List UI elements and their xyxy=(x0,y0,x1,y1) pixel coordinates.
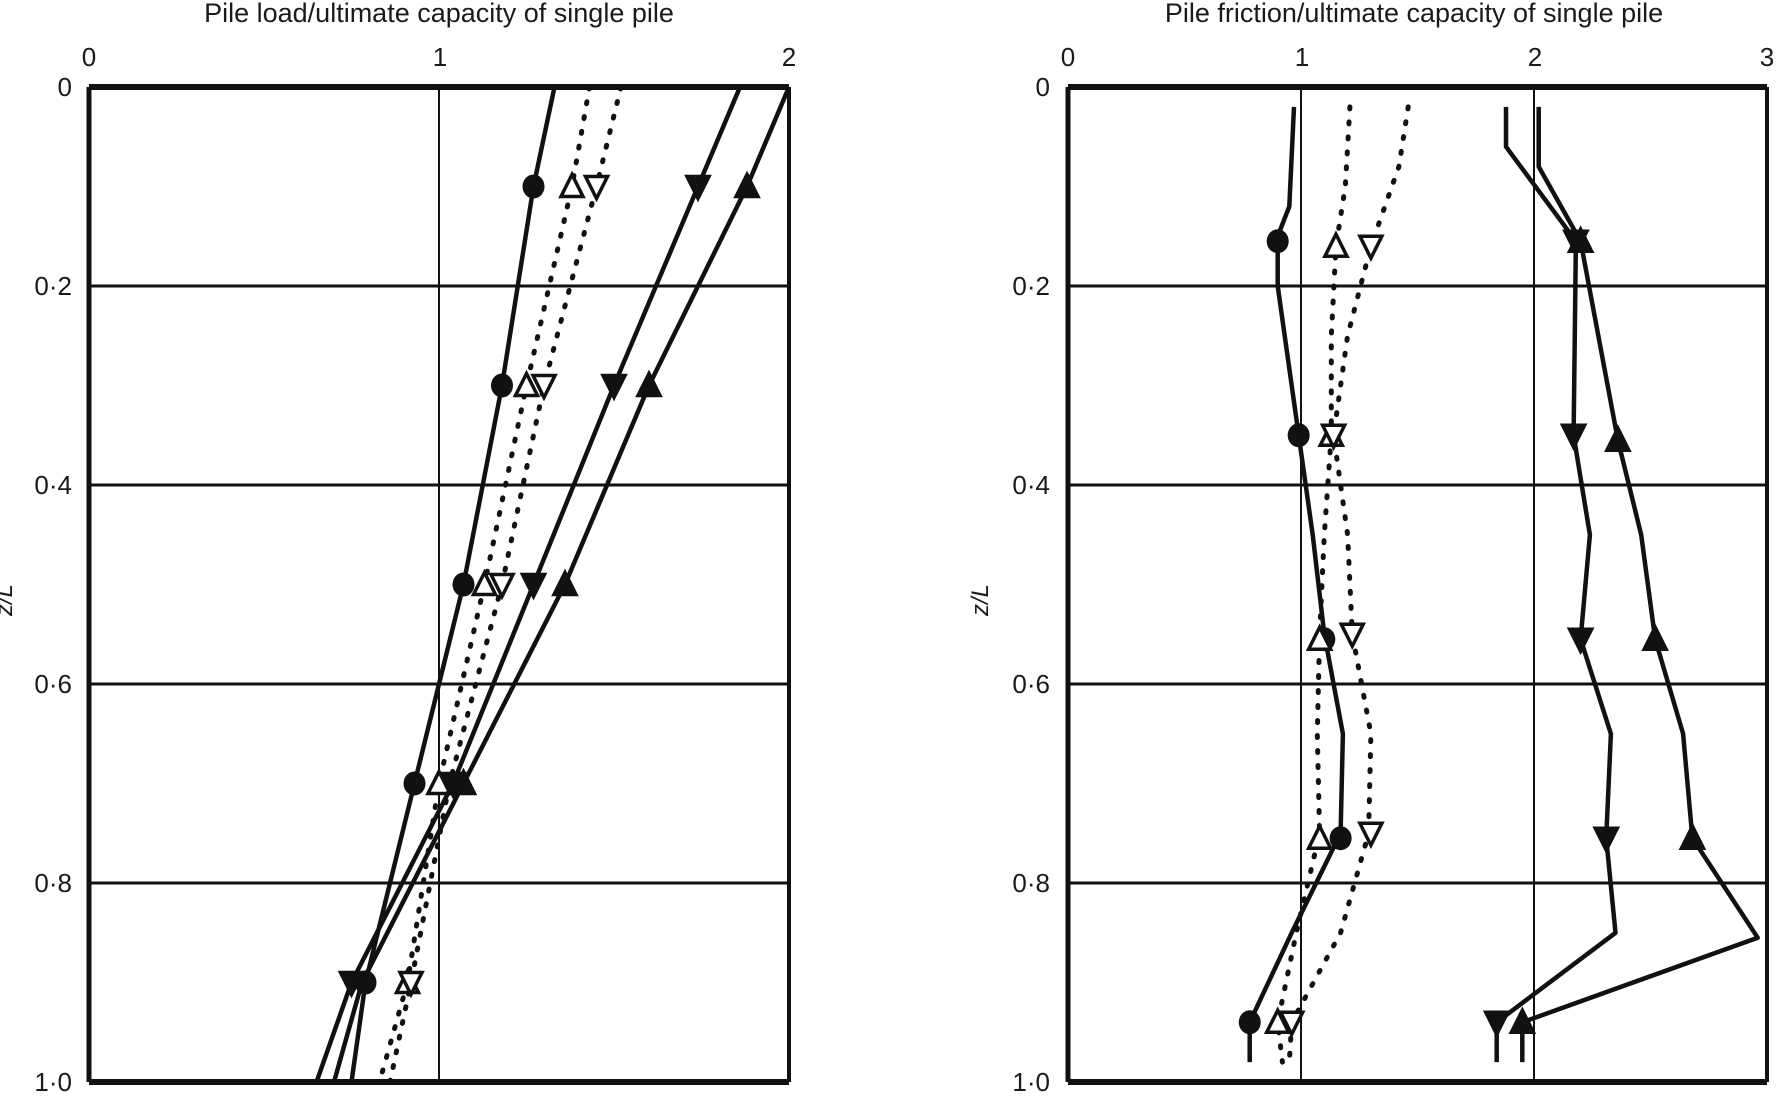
marker-filled-circle xyxy=(1238,1010,1261,1035)
friction-chart-y-axis-label: z/L xyxy=(967,584,994,617)
marker-filled-triangle-down xyxy=(1559,423,1588,452)
x-tick-label: 0 xyxy=(1061,42,1075,72)
y-tick-label: 0·6 xyxy=(34,669,72,699)
y-tick-label: 0·8 xyxy=(34,868,72,898)
marker-filled-triangle-up xyxy=(449,767,478,796)
marker-filled-circle xyxy=(522,174,545,199)
x-tick-label: 0 xyxy=(82,42,96,72)
marker-open-triangle-down xyxy=(582,174,611,203)
load-chart-panel: Pile load/ultimate capacity of single pi… xyxy=(0,0,796,1097)
friction-chart-plot-area xyxy=(1065,84,1769,1085)
marker-filled-triangle-down xyxy=(684,174,712,203)
y-tick-label: 0·2 xyxy=(34,271,72,301)
series-line xyxy=(1494,106,1618,1063)
load-chart-title: Pile load/ultimate capacity of single pi… xyxy=(204,0,674,28)
x-tick-label: 1 xyxy=(433,42,447,72)
marker-filled-triangle-down xyxy=(1592,826,1621,855)
load-chart-x-tick-labels: 0 1 2 xyxy=(82,42,796,72)
marker-filled-triangle-up xyxy=(733,170,761,199)
series-open-triangle-down xyxy=(387,84,624,1085)
marker-open-triangle-down xyxy=(488,572,516,601)
marker-filled-triangle-up xyxy=(1508,1006,1537,1035)
marker-filled-circle xyxy=(1266,229,1289,254)
marker-open-triangle-down xyxy=(1338,622,1367,651)
x-tick-label: 2 xyxy=(782,42,796,72)
y-tick-label: 1·0 xyxy=(1012,1067,1050,1097)
y-tick-label: 0·4 xyxy=(1012,470,1050,500)
marker-open-triangle-up xyxy=(1322,230,1350,258)
y-tick-label: 1·0 xyxy=(34,1067,72,1097)
marker-open-triangle-up xyxy=(1305,623,1334,651)
marker-filled-triangle-up xyxy=(1566,225,1595,253)
marker-open-triangle-down xyxy=(1357,234,1385,263)
y-tick-label: 0·6 xyxy=(1012,669,1050,699)
friction-chart-panel: Pile friction/ultimate capacity of singl… xyxy=(967,0,1774,1097)
marker-filled-triangle-down xyxy=(600,373,628,402)
series-filled-triangle-down xyxy=(1482,106,1621,1063)
marker-filled-triangle-up xyxy=(1678,822,1707,850)
x-tick-label: 2 xyxy=(1528,42,1542,72)
marker-open-triangle-down xyxy=(530,373,558,402)
marker-filled-circle xyxy=(1287,423,1310,448)
marker-open-triangle-up xyxy=(425,767,453,796)
marker-filled-circle xyxy=(452,572,475,597)
y-tick-label: 0·8 xyxy=(1012,868,1050,898)
y-tick-label: 0 xyxy=(1036,72,1050,102)
marker-filled-triangle-up xyxy=(635,369,663,398)
series-line xyxy=(1275,104,1353,1065)
load-chart-plot-area xyxy=(86,84,792,1085)
marker-filled-triangle-down xyxy=(1482,1010,1511,1039)
marker-filled-circle xyxy=(1329,826,1352,851)
y-tick-label: 0·2 xyxy=(1012,271,1050,301)
marker-filled-triangle-up xyxy=(1604,424,1632,452)
series-line xyxy=(1520,106,1760,1063)
marker-open-triangle-up xyxy=(1263,1006,1292,1035)
marker-filled-circle xyxy=(403,771,426,796)
x-tick-label: 3 xyxy=(1760,42,1774,72)
marker-open-triangle-down xyxy=(397,970,425,999)
marker-filled-triangle-down xyxy=(1566,627,1595,656)
friction-chart-title: Pile friction/ultimate capacity of singl… xyxy=(1165,0,1663,28)
series-line xyxy=(1286,104,1411,1065)
marker-open-triangle-up xyxy=(470,568,499,597)
marker-open-triangle-up xyxy=(512,369,541,398)
friction-chart-y-tick-labels: 0 0·2 0·4 0·6 0·8 1·0 xyxy=(1012,72,1050,1097)
marker-open-triangle-down xyxy=(1357,821,1385,850)
x-tick-label: 1 xyxy=(1295,42,1309,72)
friction-chart-x-tick-labels: 0 1 2 3 xyxy=(1061,42,1774,72)
series-filled-triangle-up xyxy=(331,86,792,1083)
series-filled-circle xyxy=(349,86,557,1083)
marker-filled-circle xyxy=(491,373,513,398)
y-tick-label: 0·4 xyxy=(34,470,72,500)
load-chart-y-axis-label: z/L xyxy=(0,584,18,617)
marker-open-triangle-down xyxy=(1319,423,1348,452)
series-filled-triangle-up xyxy=(1508,106,1760,1063)
marker-filled-triangle-up xyxy=(551,568,579,597)
y-tick-label: 0 xyxy=(58,72,72,102)
series-open-triangle-down xyxy=(1277,104,1411,1065)
marker-open-triangle-up xyxy=(558,170,586,199)
marker-filled-triangle-down xyxy=(337,970,366,999)
marker-filled-triangle-down xyxy=(519,572,548,601)
marker-open-triangle-down xyxy=(1277,1010,1306,1039)
load-chart-y-tick-labels: 0 0·2 0·4 0·6 0·8 1·0 xyxy=(34,72,72,1097)
marker-open-triangle-up xyxy=(1305,822,1334,850)
marker-filled-triangle-up xyxy=(1641,623,1669,651)
